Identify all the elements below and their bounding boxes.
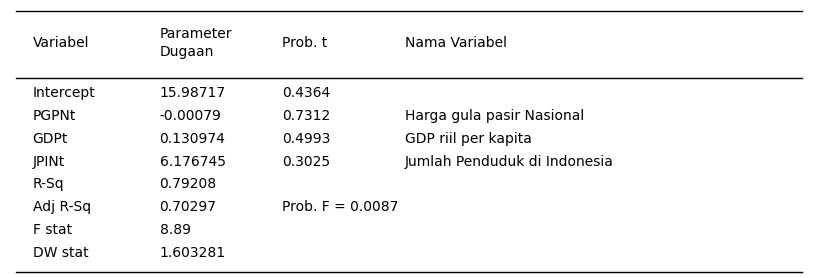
Text: GDP riil per kapita: GDP riil per kapita — [405, 132, 532, 146]
Text: 6.176745: 6.176745 — [160, 155, 226, 168]
Text: 0.79208: 0.79208 — [160, 177, 217, 191]
Text: Prob. t: Prob. t — [282, 36, 327, 50]
Text: Jumlah Penduduk di Indonesia: Jumlah Penduduk di Indonesia — [405, 155, 614, 168]
Text: 15.98717: 15.98717 — [160, 86, 226, 100]
Text: Harga gula pasir Nasional: Harga gula pasir Nasional — [405, 109, 584, 123]
Text: R-Sq: R-Sq — [33, 177, 65, 191]
Text: 1.603281: 1.603281 — [160, 246, 226, 260]
Text: JPINt: JPINt — [33, 155, 65, 168]
Text: Adj R-Sq: Adj R-Sq — [33, 200, 91, 214]
Text: GDPt: GDPt — [33, 132, 68, 146]
Text: 0.7312: 0.7312 — [282, 109, 330, 123]
Text: F stat: F stat — [33, 223, 72, 237]
Text: Variabel: Variabel — [33, 36, 89, 50]
Text: 8.89: 8.89 — [160, 223, 191, 237]
Text: 0.130974: 0.130974 — [160, 132, 226, 146]
Text: Parameter
Dugaan: Parameter Dugaan — [160, 28, 232, 59]
Text: 0.4364: 0.4364 — [282, 86, 330, 100]
Text: PGPNt: PGPNt — [33, 109, 76, 123]
Text: -0.00079: -0.00079 — [160, 109, 222, 123]
Text: 0.3025: 0.3025 — [282, 155, 330, 168]
Text: DW stat: DW stat — [33, 246, 88, 260]
Text: 0.70297: 0.70297 — [160, 200, 217, 214]
Text: Prob. F = 0.0087: Prob. F = 0.0087 — [282, 200, 398, 214]
Text: Intercept: Intercept — [33, 86, 96, 100]
Text: 0.4993: 0.4993 — [282, 132, 330, 146]
Text: Nama Variabel: Nama Variabel — [405, 36, 507, 50]
